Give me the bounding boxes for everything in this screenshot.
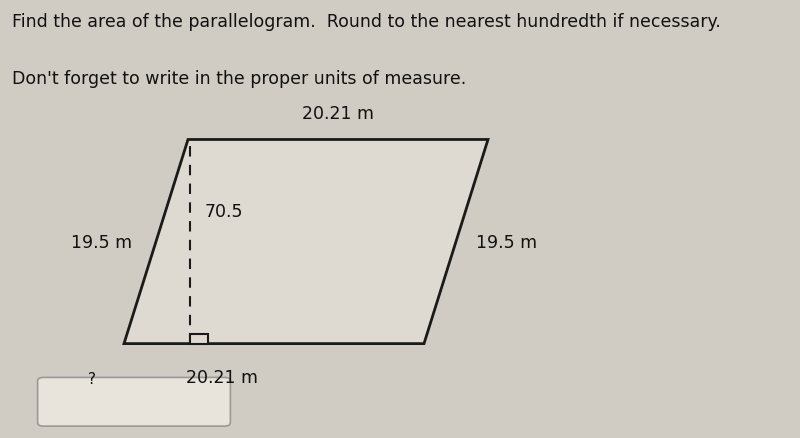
FancyBboxPatch shape	[38, 378, 230, 426]
Text: ?: ?	[88, 371, 96, 386]
Text: 19.5 m: 19.5 m	[71, 233, 132, 251]
Text: 20.21 m: 20.21 m	[186, 368, 258, 386]
Text: Don't forget to write in the proper units of measure.: Don't forget to write in the proper unit…	[12, 70, 466, 88]
Polygon shape	[124, 140, 488, 344]
Text: Find the area of the parallelogram.  Round to the nearest hundredth if necessary: Find the area of the parallelogram. Roun…	[12, 13, 721, 31]
Bar	[190, 334, 208, 344]
Text: 20.21 m: 20.21 m	[302, 105, 374, 123]
Text: 19.5 m: 19.5 m	[476, 233, 537, 251]
Text: 70.5: 70.5	[205, 202, 243, 220]
